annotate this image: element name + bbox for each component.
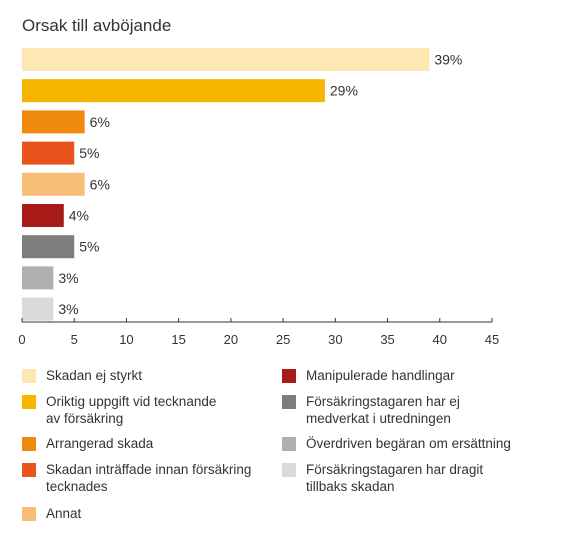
bar-8 bbox=[22, 266, 54, 290]
legend-label: Skadan ej styrkt bbox=[46, 368, 143, 383]
x-tick-label: 15 bbox=[171, 332, 185, 347]
x-tick-label: 25 bbox=[276, 332, 290, 347]
legend-item: Försäkringstagaren har dragit tillbaks s… bbox=[282, 461, 483, 495]
x-tick-label: 30 bbox=[328, 332, 342, 347]
bar-4 bbox=[22, 141, 75, 165]
chart-title: Orsak till avböjande bbox=[22, 16, 172, 35]
legend-item: Försäkringstagaren har ej medverkat i ut… bbox=[282, 393, 460, 427]
legend-label: Arrangerad skada bbox=[46, 436, 154, 451]
bar-value-label: 5% bbox=[79, 239, 99, 255]
legend-label: Annat bbox=[46, 506, 82, 521]
legend-item: Skadan inträffade innan försäkring teckn… bbox=[22, 461, 251, 495]
bar-value-label: 6% bbox=[90, 114, 110, 130]
bar-chart: 39%29%6%5%6%4%5%3%3% 0 5 10 15 20 25 30 35 40 45 bbox=[18, 48, 499, 347]
legend-item: Annat bbox=[22, 505, 81, 522]
bar-value-label: 3% bbox=[58, 301, 78, 317]
bar-6 bbox=[22, 204, 64, 227]
legend-label: Manipulerade handlingar bbox=[306, 368, 455, 383]
legend-label: Överdriven begäran om ersättning bbox=[306, 436, 511, 451]
bar-3 bbox=[22, 110, 85, 134]
x-tick-label: 35 bbox=[380, 332, 394, 347]
legend-item: Oriktig uppgift vid tecknande av försäkr… bbox=[22, 393, 216, 427]
bar-7 bbox=[22, 235, 75, 259]
bar-9 bbox=[22, 297, 54, 321]
legend-swatch bbox=[22, 395, 36, 409]
legend-swatch bbox=[22, 369, 36, 383]
bar-value-label: 39% bbox=[434, 52, 462, 68]
x-tick-label: 5 bbox=[71, 332, 78, 347]
x-tick-label: 45 bbox=[485, 332, 499, 347]
legend-label: Försäkringstagaren har dragit tillbaks s… bbox=[306, 462, 484, 494]
legend-item: Skadan ej styrkt bbox=[22, 367, 142, 384]
bar-value-label: 6% bbox=[90, 176, 110, 192]
x-tick-label: 10 bbox=[119, 332, 133, 347]
bar-1 bbox=[22, 48, 430, 71]
legend-swatch bbox=[282, 463, 296, 477]
legend-item: Manipulerade handlingar bbox=[282, 367, 455, 384]
bar-value-label: 5% bbox=[79, 145, 99, 161]
bars-group: 39%29%6%5%6%4%5%3%3% bbox=[22, 48, 462, 321]
x-tick-label: 20 bbox=[224, 332, 238, 347]
legend-swatch bbox=[282, 369, 296, 383]
x-axis: 0 5 10 15 20 25 30 35 40 45 bbox=[18, 318, 499, 347]
legend-swatch bbox=[22, 507, 36, 521]
legend-swatch bbox=[282, 395, 296, 409]
bar-value-label: 4% bbox=[69, 208, 89, 224]
legend-label: Oriktig uppgift vid tecknande av försäkr… bbox=[46, 394, 217, 426]
legend-swatch bbox=[22, 437, 36, 451]
bar-value-label: 29% bbox=[330, 83, 358, 99]
x-tick-label: 0 bbox=[18, 332, 25, 347]
legend-item: Arrangerad skada bbox=[22, 435, 153, 452]
legend-label: Skadan inträffade innan försäkring teckn… bbox=[46, 462, 252, 494]
legend-item: Överdriven begäran om ersättning bbox=[282, 435, 511, 452]
x-tick-label: 40 bbox=[433, 332, 447, 347]
bar-value-label: 3% bbox=[58, 270, 78, 286]
bar-5 bbox=[22, 172, 85, 196]
legend-swatch bbox=[282, 437, 296, 451]
legend-swatch bbox=[22, 463, 36, 477]
bar-2 bbox=[22, 79, 325, 103]
legend-label: Försäkringstagaren har ej medverkat i ut… bbox=[306, 394, 460, 426]
